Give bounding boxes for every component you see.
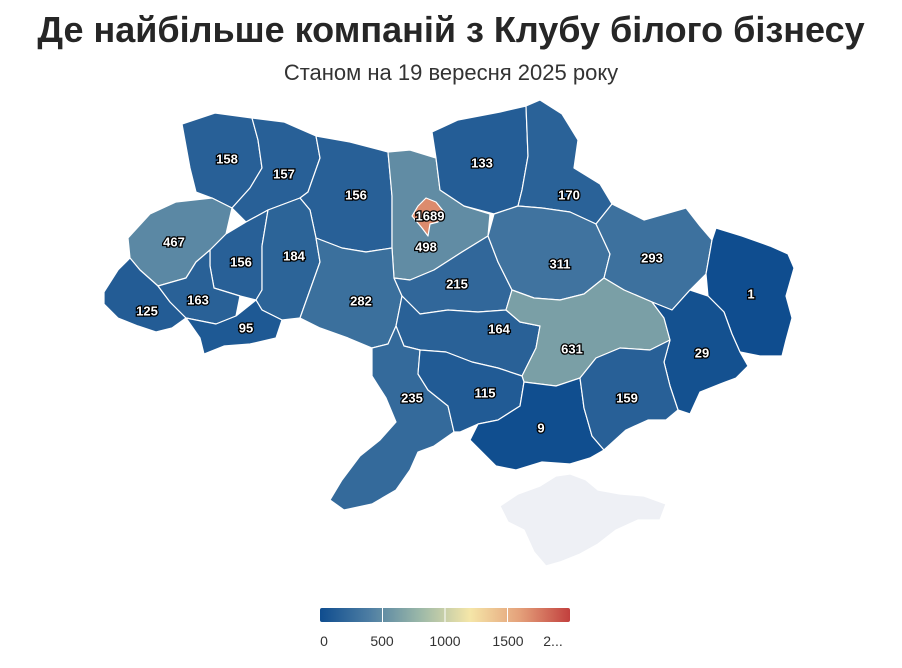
label-khmelnytskyi: 184 (283, 249, 305, 264)
regions-layer (103, 99, 795, 567)
label-cherkasy: 215 (446, 277, 468, 292)
label-chernihiv: 133 (471, 156, 493, 171)
region-sumy[interactable] (517, 99, 613, 225)
label-kyiv-oblast: 498 (415, 240, 437, 255)
label-kharkiv: 293 (641, 251, 663, 266)
legend-tick-label: 500 (370, 633, 394, 649)
legend-tick-label: 2... (543, 633, 562, 649)
region-labels-layer: 158 157 156 498 1689 133 170 467 156 184… (135, 150, 756, 437)
label-vinnytsia: 282 (350, 294, 372, 309)
label-rivne: 157 (273, 167, 295, 182)
label-zaporizhzhia: 159 (616, 391, 638, 406)
label-sumy: 170 (558, 188, 580, 203)
label-volyn: 158 (216, 152, 238, 167)
legend-tick-label: 1500 (492, 633, 523, 649)
label-dnipropetrovsk: 631 (561, 342, 583, 357)
label-zakarpattia: 125 (136, 304, 158, 319)
label-kyiv-city: 1689 (416, 209, 445, 224)
label-ternopil: 156 (230, 255, 252, 270)
label-poltava: 311 (550, 257, 571, 272)
region-kyiv-city[interactable] (411, 197, 445, 237)
label-chernivtsi: 95 (239, 321, 253, 336)
label-mykolaiv: 115 (475, 386, 496, 401)
label-ivano-frankivsk: 163 (187, 293, 209, 308)
region-zaporizhzhia[interactable] (579, 339, 679, 451)
label-kirovohrad: 164 (488, 322, 510, 337)
legend-tick-label: 1000 (429, 633, 460, 649)
label-kherson: 9 (537, 421, 544, 436)
region-odesa[interactable] (329, 325, 455, 511)
label-donetsk: 29 (695, 346, 709, 361)
label-lviv: 467 (163, 235, 185, 250)
legend-tick-label: 0 (320, 633, 328, 649)
region-ivano-frankivsk[interactable] (157, 249, 241, 325)
region-chernivtsi[interactable] (185, 299, 283, 355)
page-title: Де найбільше компаній з Клубу білого біз… (37, 9, 865, 50)
label-luhansk: 1 (747, 287, 754, 302)
page-subtitle: Станом на 19 вересня 2025 року (283, 60, 619, 85)
label-zhytomyr: 156 (345, 188, 367, 203)
region-crimea[interactable] (499, 473, 667, 567)
color-legend: 0 500 1000 1500 2... (320, 608, 570, 649)
label-odesa: 235 (401, 391, 423, 406)
